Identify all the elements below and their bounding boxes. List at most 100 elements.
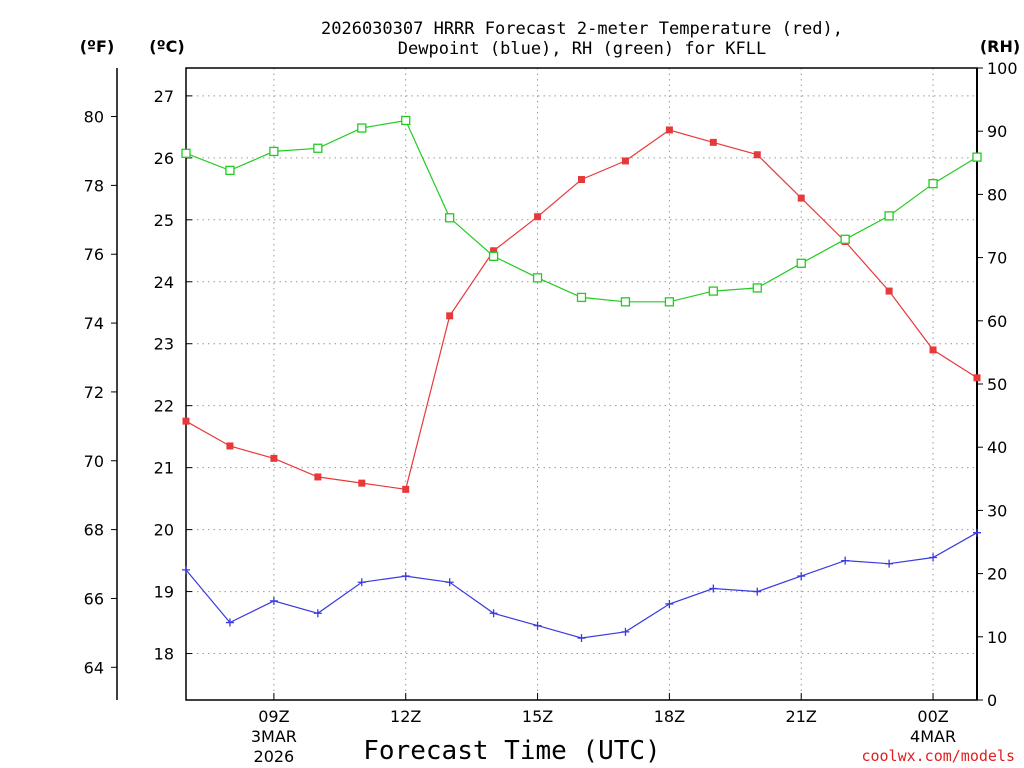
celsius-tick-label: 22 xyxy=(154,397,174,416)
year-label: 2026 xyxy=(254,747,295,766)
fahrenheit-unit-label: (ºF) xyxy=(80,37,115,56)
rh-point xyxy=(576,292,587,303)
fahrenheit-tick-label: 72 xyxy=(84,383,104,402)
dewpoint-point xyxy=(753,587,762,596)
rh-point xyxy=(708,286,718,296)
celsius-tick-label: 26 xyxy=(154,149,174,168)
rh-point xyxy=(884,211,894,221)
dewpoint-point xyxy=(665,599,674,608)
chart-title-line1: 2026030307 HRRR Forecast 2-meter Tempera… xyxy=(321,19,843,39)
rh-tick-label: 40 xyxy=(987,438,1007,457)
temperature-point xyxy=(973,374,981,382)
temperature-point xyxy=(578,176,585,184)
rh-point xyxy=(313,143,323,153)
temperature-point xyxy=(885,287,893,295)
temperature-point xyxy=(534,213,542,221)
celsius-tick-label: 27 xyxy=(154,87,174,106)
rh-tick-label: 20 xyxy=(987,565,1007,584)
fahrenheit-tick-label: 70 xyxy=(84,452,104,471)
rh-point xyxy=(796,258,806,268)
fahrenheit-tick-label: 66 xyxy=(84,589,104,608)
time-tick-label: 18Z xyxy=(654,707,685,726)
dewpoint-point xyxy=(401,572,410,581)
rh-point xyxy=(269,146,279,157)
dewpoint-point xyxy=(621,627,630,636)
series xyxy=(181,115,982,643)
rh-point xyxy=(928,179,938,189)
time-tick-label: 15Z xyxy=(522,707,553,726)
rh-point xyxy=(532,273,543,283)
credit-text: coolwx.com/models xyxy=(861,747,1015,765)
dewpoint-point xyxy=(225,618,234,627)
celsius-tick-label: 23 xyxy=(154,335,174,354)
fahrenheit-tick-label: 74 xyxy=(84,314,104,333)
temperature-point xyxy=(621,157,629,165)
rh-tick-label: 60 xyxy=(987,312,1007,331)
dewpoint-series-line xyxy=(185,532,978,639)
time-tick-label: 09Z xyxy=(258,707,289,726)
time-tick-label: 00Z xyxy=(917,707,948,726)
temperature-point xyxy=(358,479,366,487)
rh-point xyxy=(664,297,675,307)
fahrenheit-tick-label: 68 xyxy=(84,521,104,540)
rh-point xyxy=(620,297,631,307)
chart-title-line2: Dewpoint (blue), RH (green) for KFLL xyxy=(398,39,766,59)
dewpoint-point xyxy=(929,553,938,562)
rh-tick-label: 50 xyxy=(987,375,1007,394)
temperature-point xyxy=(314,473,322,481)
rh-point xyxy=(357,123,367,133)
fahrenheit-tick-label: 76 xyxy=(84,245,104,264)
celsius-tick-label: 24 xyxy=(154,273,174,292)
rh-tick-label: 30 xyxy=(987,501,1007,520)
dewpoint-point xyxy=(269,596,278,605)
temperature-point xyxy=(402,485,410,493)
dewpoint-point xyxy=(709,584,718,593)
gridlines xyxy=(186,68,977,700)
rh-tick-label: 100 xyxy=(987,59,1018,78)
rh-tick-label: 10 xyxy=(987,628,1007,647)
rh-unit-label: (RH) xyxy=(980,37,1020,56)
date-label: 3MAR xyxy=(251,727,297,746)
temperature-point xyxy=(182,417,190,425)
temperature-point xyxy=(446,312,454,320)
dewpoint-point xyxy=(445,578,454,587)
temperature-point xyxy=(665,126,673,134)
celsius-tick-label: 21 xyxy=(154,459,174,478)
rh-point xyxy=(840,234,850,244)
time-tick-label: 21Z xyxy=(786,707,817,726)
temperature-point xyxy=(226,442,234,450)
fahrenheit-tick-label: 78 xyxy=(84,176,104,195)
rh-tick-label: 0 xyxy=(987,691,997,710)
temperature-point xyxy=(490,247,498,255)
celsius-tick-label: 19 xyxy=(154,583,174,602)
rh-tick-label: 80 xyxy=(987,185,1007,204)
rh-point xyxy=(225,165,235,176)
rh-point xyxy=(181,148,191,158)
temperature-point xyxy=(709,138,717,146)
x-axis-title: Forecast Time (UTC) xyxy=(363,736,660,766)
time-tick-label: 12Z xyxy=(390,707,421,726)
dewpoint-point xyxy=(182,565,190,574)
rh-point xyxy=(488,251,499,261)
temperature-point xyxy=(929,346,937,354)
rh-tick-label: 70 xyxy=(987,249,1007,268)
dewpoint-point xyxy=(797,572,806,581)
temperature-point xyxy=(797,194,805,202)
dewpoint-point xyxy=(313,609,322,618)
dewpoint-point xyxy=(841,556,850,565)
rh-point xyxy=(972,152,982,162)
date-label: 4MAR xyxy=(910,727,956,746)
dewpoint-point xyxy=(577,634,586,643)
fahrenheit-tick-label: 80 xyxy=(84,108,104,127)
dewpoint-point xyxy=(533,621,542,630)
dewpoint-point xyxy=(357,578,366,587)
dewpoint-point xyxy=(489,609,498,618)
celsius-tick-label: 20 xyxy=(154,521,174,540)
plot-frame xyxy=(185,67,978,701)
celsius-tick-label: 18 xyxy=(154,645,174,664)
rh-point xyxy=(401,115,411,126)
rh-point xyxy=(445,213,455,223)
temperature-point xyxy=(753,151,761,159)
celsius-unit-label: (ºC) xyxy=(149,37,184,56)
temperature-series-line xyxy=(185,129,978,490)
